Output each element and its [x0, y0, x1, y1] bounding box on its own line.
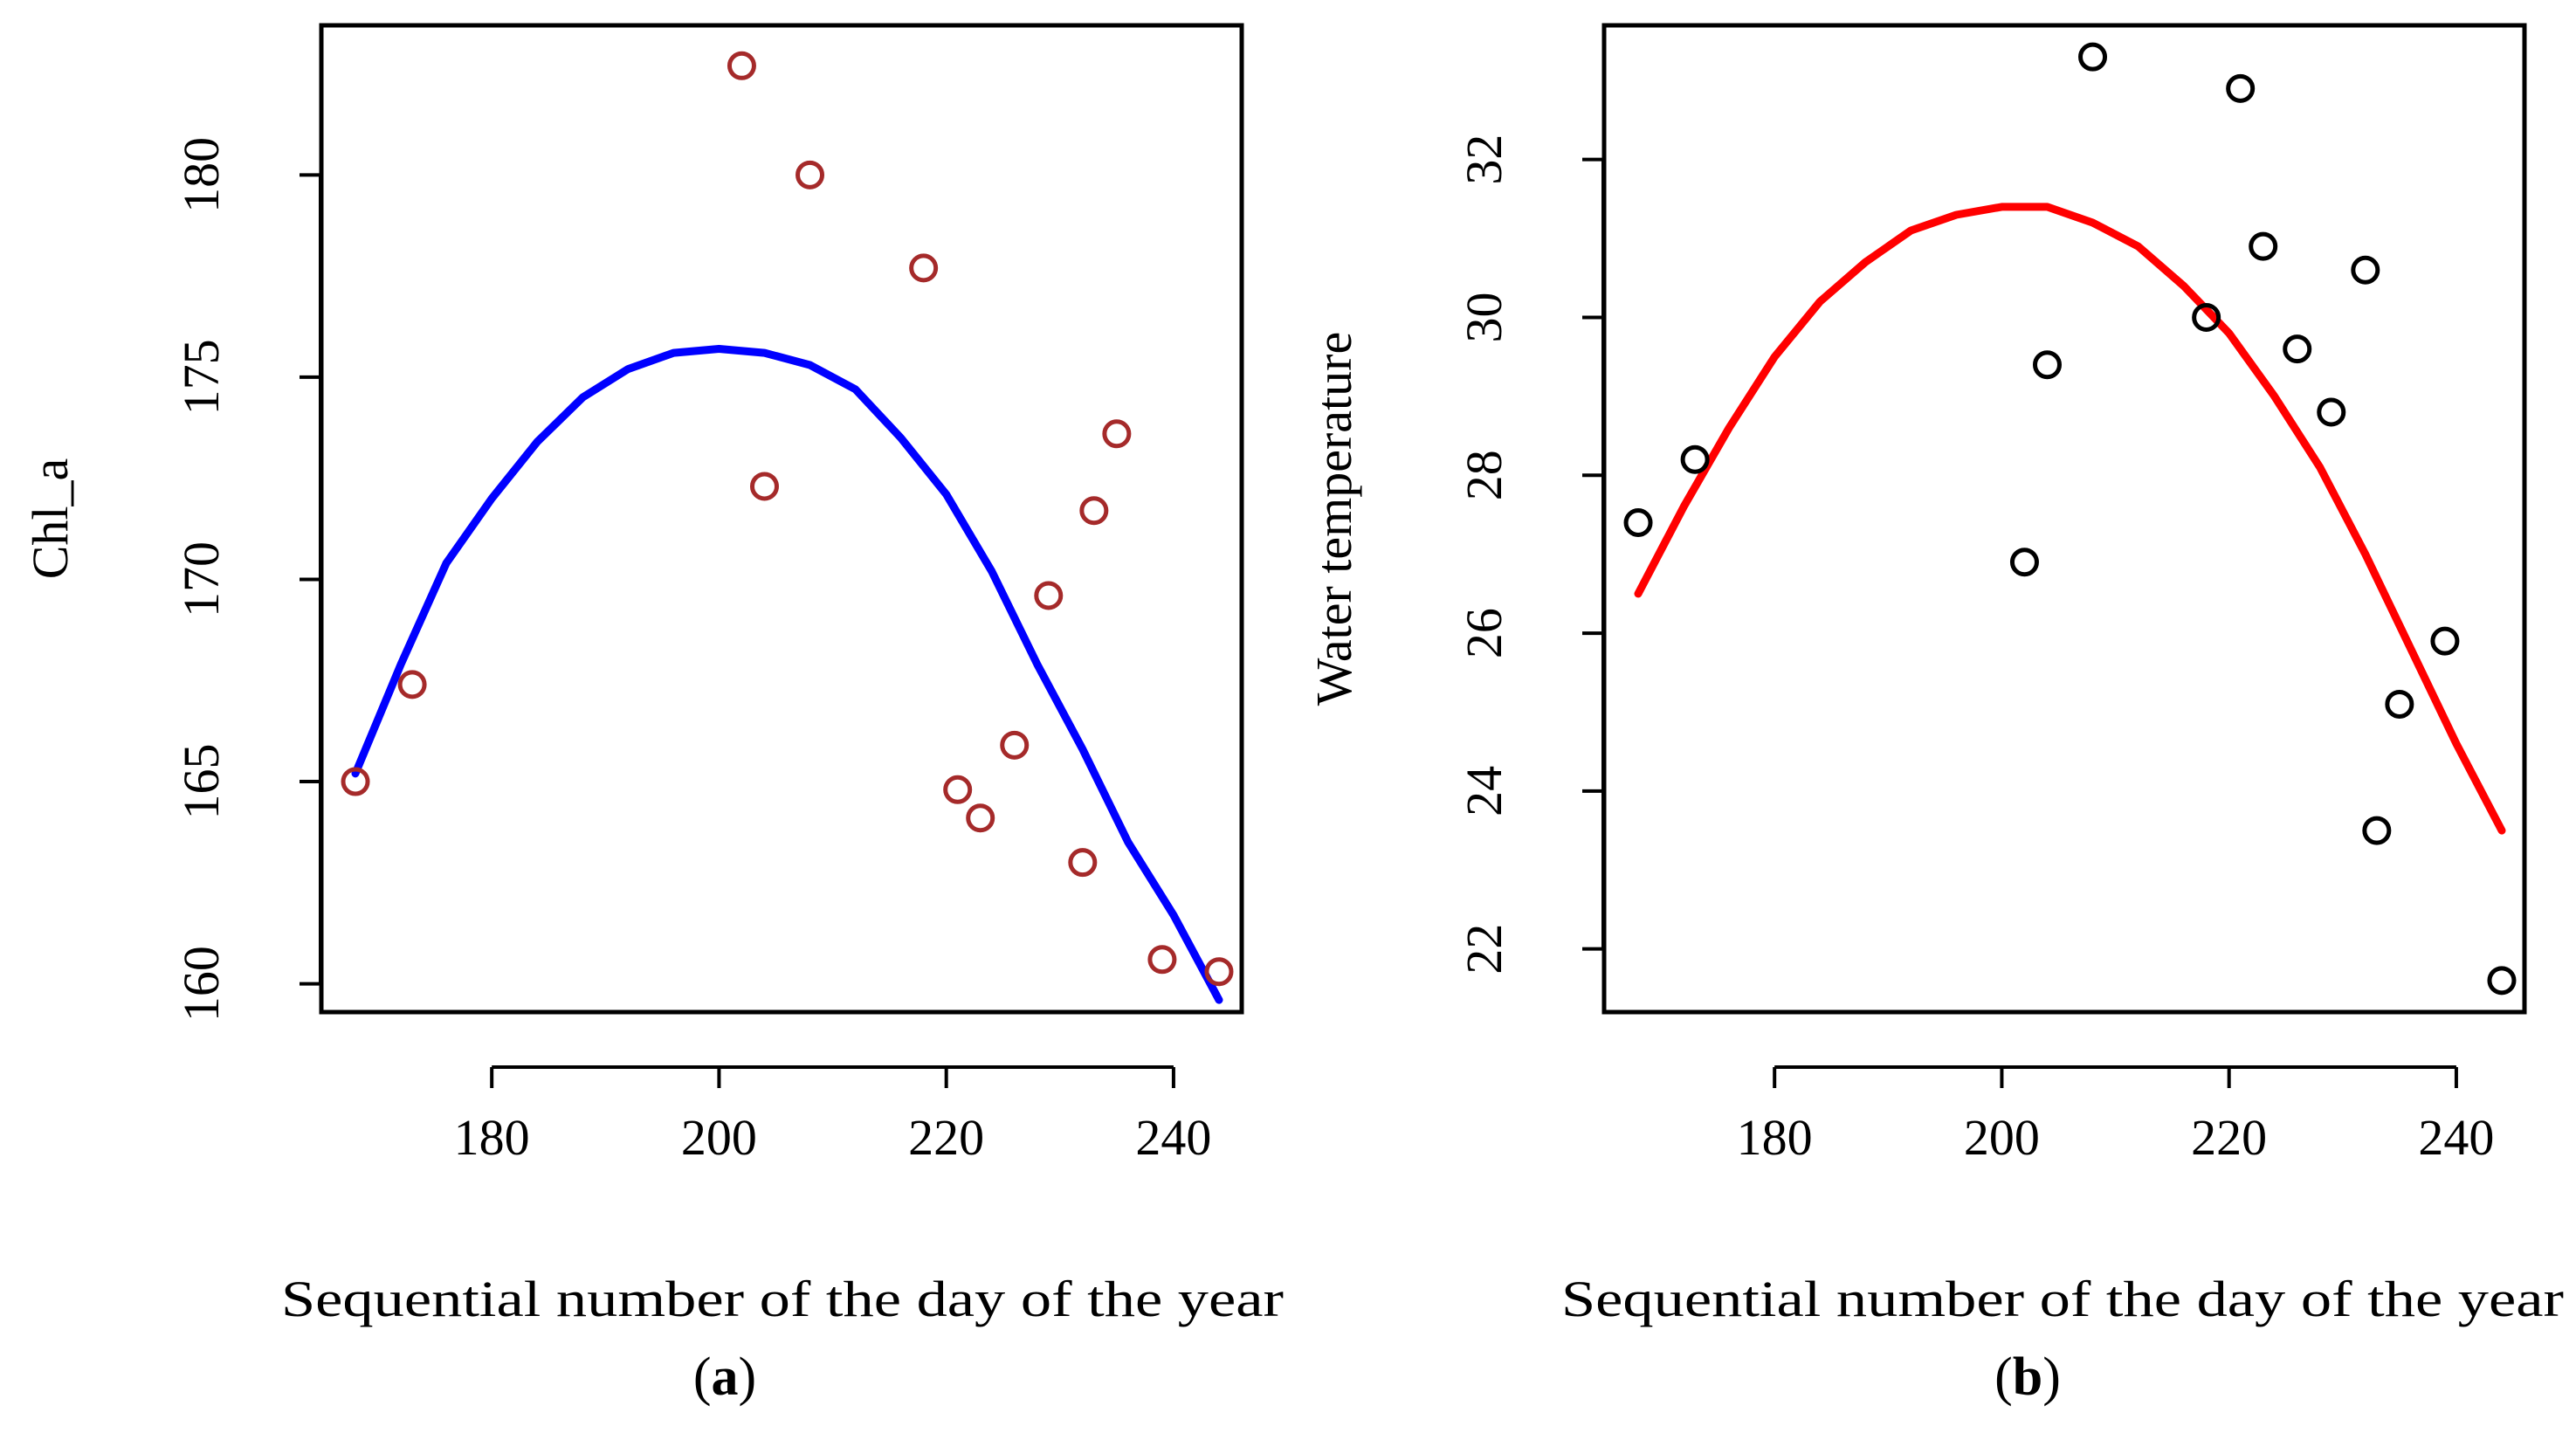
x-tick-label: 220	[908, 1109, 984, 1166]
y-axis-title-b: Water temperature	[1305, 332, 1362, 706]
data-point	[2009, 548, 2039, 577]
data-point	[1680, 444, 1710, 474]
x-tick-label: 180	[1737, 1109, 1813, 1166]
data-point	[2192, 302, 2221, 332]
y-tick-label: 160	[173, 946, 230, 1022]
data-point	[943, 775, 973, 804]
x-tick-label: 240	[2418, 1109, 2494, 1166]
y-tick-label: 170	[173, 541, 230, 617]
x-axis-a: 180 200 220 240	[454, 1065, 1211, 1166]
data-point	[966, 803, 995, 833]
y-axis-a: 160 165 170 175 180	[173, 137, 322, 1022]
x-axis-b: 180 200 220 240	[1737, 1065, 2494, 1166]
data-point	[2317, 397, 2346, 427]
data-point	[1102, 419, 1132, 449]
points-layer-b	[1623, 42, 2517, 996]
data-point	[1147, 945, 1177, 975]
panel-label-letter-b: b	[2013, 1347, 2042, 1407]
points-layer-a	[341, 51, 1234, 987]
data-point	[2362, 816, 2392, 845]
panel-label-letter-a: a	[712, 1347, 739, 1407]
data-point	[2430, 626, 2460, 656]
y-tick-label: 28	[1456, 450, 1512, 500]
y-tick-label: 30	[1456, 292, 1512, 342]
data-point	[2283, 334, 2312, 364]
data-point	[727, 51, 756, 80]
plot-frame-b	[1601, 23, 2527, 1015]
data-point	[2487, 966, 2517, 996]
y-axis-b: 22 24 26 28 30 32	[1456, 134, 1605, 975]
fit-curve	[1634, 203, 2506, 835]
data-point	[1034, 581, 1064, 610]
x-tick-label: 220	[2191, 1109, 2267, 1166]
data-point	[749, 472, 779, 501]
data-point	[341, 767, 370, 796]
y-tick-label: 32	[1456, 134, 1512, 185]
data-point	[1623, 508, 1653, 538]
y-tick-label: 24	[1456, 766, 1512, 816]
x-axis-title-a: Sequential number of the day of the year	[281, 1271, 1284, 1327]
data-point	[909, 253, 939, 283]
data-point	[2249, 231, 2278, 261]
y-tick-label: 175	[173, 339, 230, 415]
data-point	[796, 160, 825, 189]
y-tick-label: 180	[173, 137, 230, 213]
fit-curve	[351, 345, 1223, 1004]
x-tick-label: 180	[454, 1109, 530, 1166]
data-point	[2032, 350, 2062, 380]
data-point	[2078, 42, 2108, 72]
data-point	[1079, 496, 1109, 526]
panel-label-a: (a)	[693, 1347, 756, 1407]
data-point	[1204, 957, 1234, 987]
x-tick-label: 200	[681, 1109, 757, 1166]
panel-b: 180 200 220 240 22 24 26 28 30 32 Sequential num…	[1305, 23, 2564, 1407]
y-tick-label: 26	[1456, 608, 1512, 658]
data-point	[1068, 848, 1098, 878]
y-axis-title-a: Chl_a	[22, 458, 79, 580]
y-tick-label: 22	[1456, 924, 1512, 975]
data-point	[2385, 689, 2414, 719]
y-tick-label: 165	[173, 744, 230, 820]
fit-layer-a	[351, 345, 1223, 1004]
panel-label-b: (b)	[1994, 1347, 2061, 1407]
x-axis-title-b: Sequential number of the day of the year	[1561, 1271, 2564, 1327]
data-point	[2226, 73, 2256, 103]
data-point	[397, 670, 427, 699]
x-tick-label: 200	[1964, 1109, 2040, 1166]
panel-a: 180 200 220 240 160 165 170 175 180 Sequential …	[22, 23, 1284, 1407]
fit-layer-b	[1634, 203, 2506, 835]
x-tick-label: 240	[1135, 1109, 1211, 1166]
data-point	[1000, 730, 1030, 760]
data-point	[2351, 255, 2380, 285]
